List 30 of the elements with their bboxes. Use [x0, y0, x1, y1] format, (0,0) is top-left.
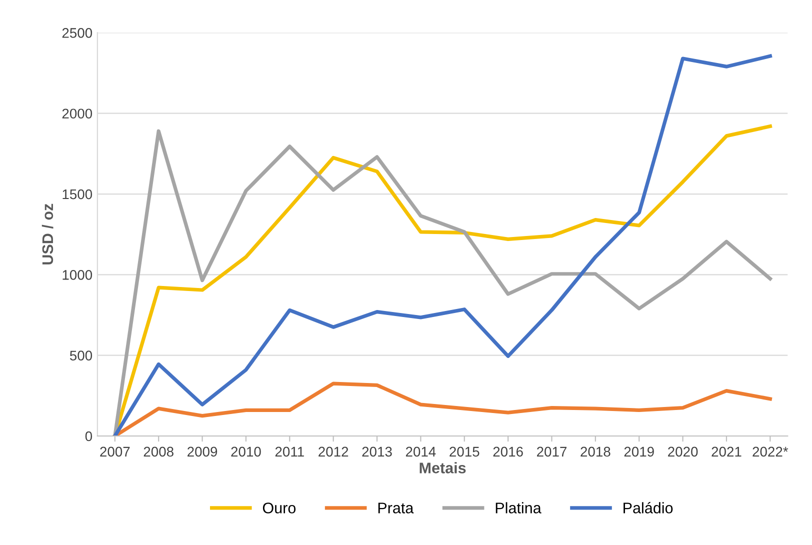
- y-tick-label: 2000: [62, 108, 92, 119]
- y-axis-title: USD / oz: [42, 204, 54, 264]
- y-tick-label: 2500: [62, 28, 92, 38]
- y-tick-label: 500: [70, 350, 92, 361]
- x-tick-label: 2008: [144, 446, 174, 457]
- x-tick-label: 2011: [275, 446, 304, 457]
- x-tick-label: 2022*: [752, 446, 788, 457]
- y-tick-label: 0: [85, 431, 92, 442]
- legend-label: Platina: [496, 502, 542, 514]
- x-tick-label: 2014: [406, 446, 436, 457]
- line-series: [113, 54, 772, 436]
- x-tick-label: 2015: [450, 446, 480, 457]
- x-axis-title: Metais: [420, 462, 466, 474]
- x-tick-label: 2020: [668, 446, 698, 457]
- y-tick-label: 1500: [62, 189, 92, 200]
- x-tick-label: 2012: [318, 446, 348, 457]
- x-tick-label: 2007: [100, 446, 130, 457]
- x-tick-label: 2019: [624, 446, 654, 457]
- x-tick-label: 2009: [188, 446, 218, 457]
- x-tick-label: 2010: [231, 446, 261, 457]
- x-tick-label: 2016: [493, 446, 523, 457]
- x-tick-label: 2021: [712, 446, 742, 457]
- legend-label: Paládio: [624, 502, 673, 514]
- x-tick-label: 2013: [362, 446, 392, 457]
- y-tick-label: 1000: [62, 270, 92, 280]
- line-series: [113, 382, 772, 436]
- legend-label: Ouro: [262, 502, 296, 514]
- x-tick-label: 2017: [537, 446, 566, 457]
- legend-label: Prata: [378, 502, 414, 514]
- x-tick-label: 2018: [580, 446, 610, 457]
